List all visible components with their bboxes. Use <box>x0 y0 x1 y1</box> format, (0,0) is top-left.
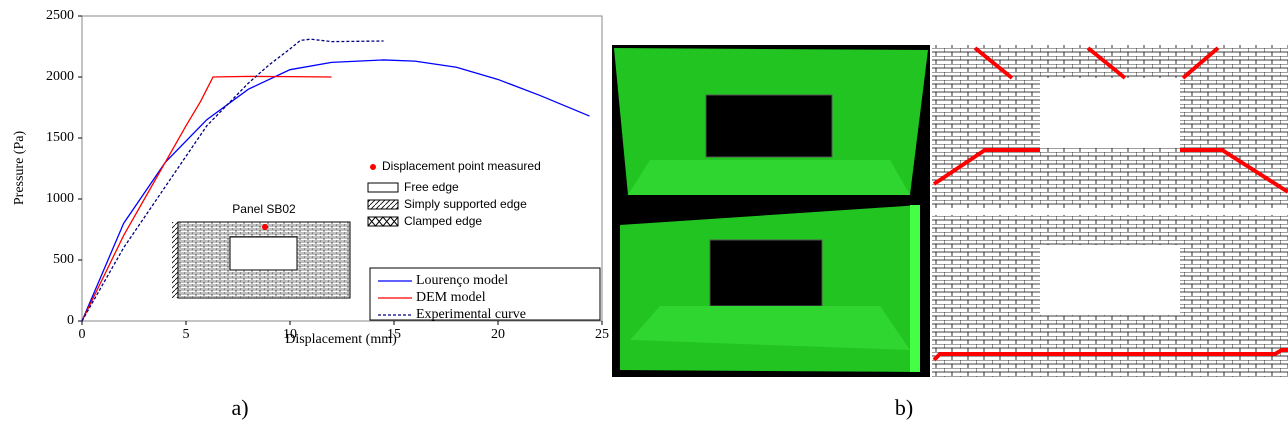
x-tick-label: 10 <box>283 327 297 342</box>
boundary-legend-label: Clamped edge <box>404 214 482 228</box>
boundary-legend <box>367 164 399 227</box>
x-tick-label: 20 <box>491 327 505 342</box>
panel-label: b) <box>895 395 913 420</box>
y-tick-label: 2500 <box>46 8 74 23</box>
boundary-legend-label: Displacement point measured <box>382 159 541 173</box>
x-tick-label: 0 <box>79 327 86 342</box>
legend-label: DEM model <box>416 290 486 305</box>
x-axis-label: Displacement (mm) <box>285 332 397 347</box>
x-tick-label: 25 <box>595 327 609 342</box>
y-tick-label: 500 <box>53 252 74 267</box>
x-tick-label: 5 <box>183 327 190 342</box>
panel-label: a) <box>231 395 248 420</box>
y-tick-label: 1000 <box>46 191 74 206</box>
legend-label: Lourenço model <box>416 273 508 288</box>
y-axis-label: Pressure (Pa) <box>12 131 27 206</box>
inset-panel <box>172 221 351 299</box>
y-tick-label: 1500 <box>46 130 74 145</box>
y-tick-label: 0 <box>67 313 74 328</box>
y-tick-label: 2000 <box>46 69 74 84</box>
render-images <box>612 45 1288 377</box>
plot-frame <box>81 15 603 322</box>
series-line <box>81 75 332 322</box>
boundary-legend-label: Simply supported edge <box>404 197 527 211</box>
legend-box <box>369 267 601 321</box>
x-tick-label: 15 <box>387 327 401 342</box>
boundary-legend-label: Free edge <box>404 180 459 194</box>
inset-title: Panel SB02 <box>232 202 296 216</box>
series-line <box>81 38 384 322</box>
legend-label: Experimental curve <box>416 307 526 322</box>
